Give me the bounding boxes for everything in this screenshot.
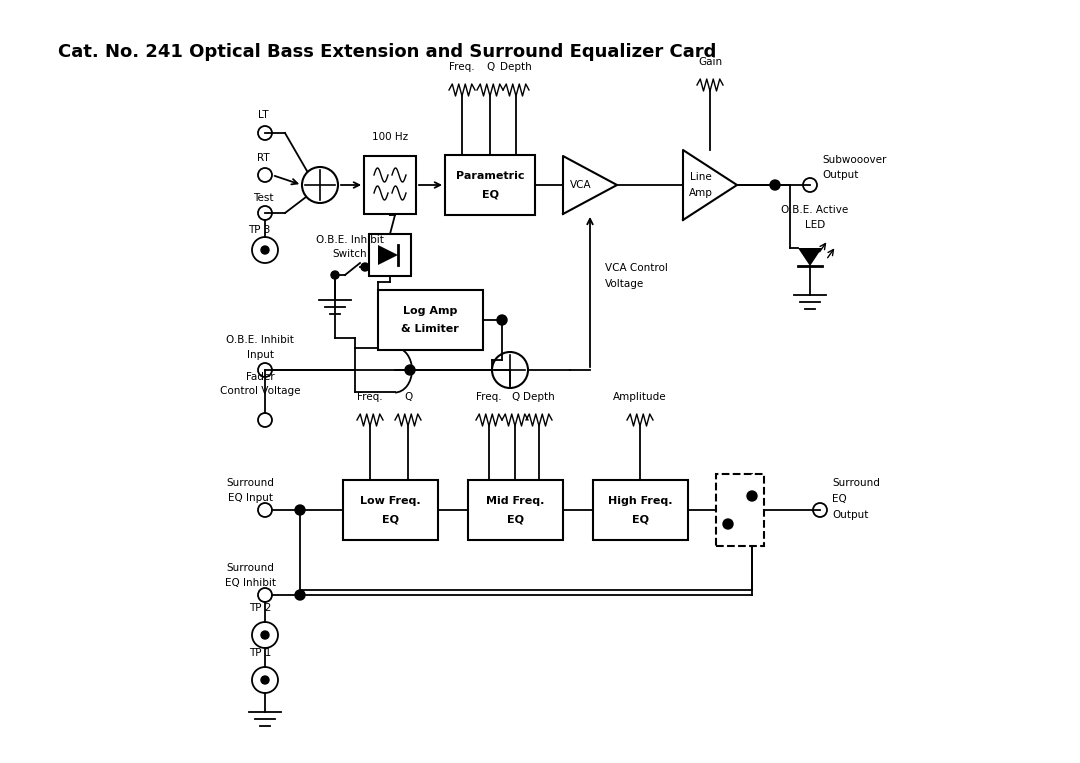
Bar <box>716 474 764 546</box>
Circle shape <box>330 271 339 279</box>
Text: Subwooover: Subwooover <box>822 155 887 165</box>
Text: VCA Control: VCA Control <box>605 263 667 273</box>
Text: EQ: EQ <box>381 514 399 524</box>
Text: Input: Input <box>246 350 273 360</box>
Text: Mid Freq.: Mid Freq. <box>486 496 544 506</box>
Text: Output: Output <box>832 510 868 520</box>
Circle shape <box>295 505 305 515</box>
Text: Surround: Surround <box>226 478 274 488</box>
Text: High Freq.: High Freq. <box>608 496 672 506</box>
Text: Freq.: Freq. <box>476 392 502 402</box>
Text: Cat. No. 241 Optical Bass Extension and Surround Equalizer Card: Cat. No. 241 Optical Bass Extension and … <box>58 43 716 61</box>
Text: Amplitude: Amplitude <box>613 392 666 402</box>
Circle shape <box>261 246 269 254</box>
Text: EQ Input: EQ Input <box>228 493 272 503</box>
Text: Depth: Depth <box>523 392 555 402</box>
Text: Freq.: Freq. <box>357 392 382 402</box>
Circle shape <box>295 590 305 600</box>
Text: EQ: EQ <box>632 514 648 524</box>
Text: Fader: Fader <box>245 372 274 382</box>
Text: Voltage: Voltage <box>605 279 645 289</box>
Text: Switch: Switch <box>333 249 367 259</box>
Text: RT: RT <box>257 153 269 163</box>
Text: Parametric: Parametric <box>456 171 524 181</box>
Text: EQ: EQ <box>832 494 847 504</box>
Text: EQ: EQ <box>507 514 524 524</box>
Text: Control Voltage: Control Voltage <box>219 386 300 396</box>
Text: O.B.E. Inhibit: O.B.E. Inhibit <box>226 335 294 345</box>
Text: Depth: Depth <box>500 62 531 72</box>
Circle shape <box>405 365 415 375</box>
Bar <box>364 156 416 214</box>
Text: Line: Line <box>690 172 712 182</box>
Polygon shape <box>798 248 822 266</box>
Text: Q: Q <box>486 62 495 72</box>
Text: Surround: Surround <box>832 478 880 488</box>
Text: EQ Inhibit: EQ Inhibit <box>225 578 275 588</box>
Text: TP 1: TP 1 <box>248 648 271 658</box>
Text: Test: Test <box>253 193 273 203</box>
Text: Low Freq.: Low Freq. <box>360 496 420 506</box>
Bar <box>593 480 688 540</box>
Circle shape <box>747 491 757 501</box>
Text: 100 Hz: 100 Hz <box>372 132 408 142</box>
Text: Amp: Amp <box>689 188 713 198</box>
Text: O.B.E. Inhibit: O.B.E. Inhibit <box>316 235 383 245</box>
Text: VCA: VCA <box>570 180 592 190</box>
Polygon shape <box>378 245 399 265</box>
Circle shape <box>770 180 780 190</box>
Circle shape <box>497 315 507 325</box>
Text: LED: LED <box>805 220 825 230</box>
Text: Surround: Surround <box>226 563 274 573</box>
Circle shape <box>361 263 369 271</box>
Circle shape <box>261 676 269 684</box>
Text: Q: Q <box>404 392 413 402</box>
Text: Freq.: Freq. <box>449 62 475 72</box>
Text: & Limiter: & Limiter <box>401 324 459 334</box>
Bar <box>343 480 438 540</box>
Bar <box>378 290 483 350</box>
Text: TP 3: TP 3 <box>247 225 270 235</box>
Text: Output: Output <box>822 170 859 180</box>
Circle shape <box>723 519 733 529</box>
Text: Gain: Gain <box>698 57 723 67</box>
Text: O.B.E. Active: O.B.E. Active <box>781 205 849 215</box>
Bar <box>468 480 563 540</box>
Bar <box>445 155 535 215</box>
Bar <box>369 234 411 276</box>
Text: Log Amp: Log Amp <box>403 306 457 316</box>
Text: Q: Q <box>511 392 519 402</box>
Text: TP 2: TP 2 <box>248 603 271 613</box>
Circle shape <box>261 631 269 639</box>
Text: EQ: EQ <box>482 189 499 199</box>
Text: LT: LT <box>258 110 268 120</box>
